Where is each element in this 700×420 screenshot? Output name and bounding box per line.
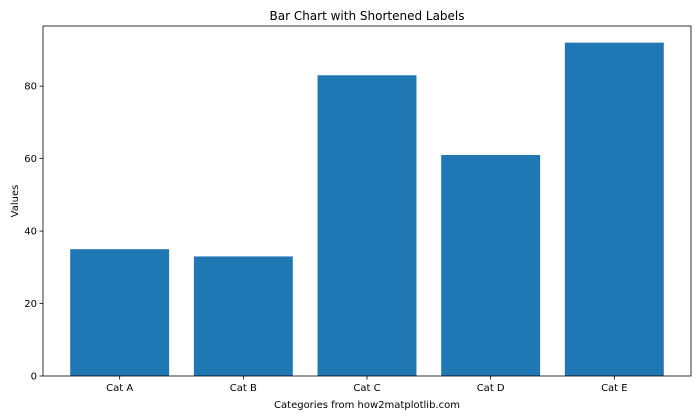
x-tick-label: Cat A xyxy=(106,383,133,394)
y-tick-label: 80 xyxy=(24,82,37,93)
x-tick-label: Cat D xyxy=(477,383,505,394)
y-tick-label: 20 xyxy=(24,299,37,310)
bar-cat-c xyxy=(317,75,417,376)
y-axis-ticks: 0 20 40 60 80 xyxy=(24,82,43,383)
x-axis-ticks: Cat A Cat B Cat C Cat D Cat E xyxy=(106,376,628,394)
bar-cat-e xyxy=(564,42,664,377)
chart-title: Bar Chart with Shortened Labels xyxy=(269,9,464,23)
y-tick-label: 40 xyxy=(24,227,37,238)
axes-frame xyxy=(42,25,692,377)
bar-cat-a xyxy=(70,249,170,376)
bar-cat-b xyxy=(193,256,293,376)
x-axis-label: Categories from how2matplotlib.com xyxy=(274,400,460,411)
x-tick-label: Cat B xyxy=(230,383,257,394)
y-axis-label: Values xyxy=(10,185,21,218)
bar-cat-d xyxy=(441,154,541,376)
plot-area: Cat A Cat B Cat C Cat D Cat E 0 20 40 60 80 xyxy=(24,25,692,394)
x-tick-label: Cat C xyxy=(353,383,380,394)
x-tick-label: Cat E xyxy=(601,383,628,394)
bars-group xyxy=(70,42,664,377)
y-tick-label: 60 xyxy=(24,154,37,165)
y-tick-label: 0 xyxy=(31,372,37,383)
